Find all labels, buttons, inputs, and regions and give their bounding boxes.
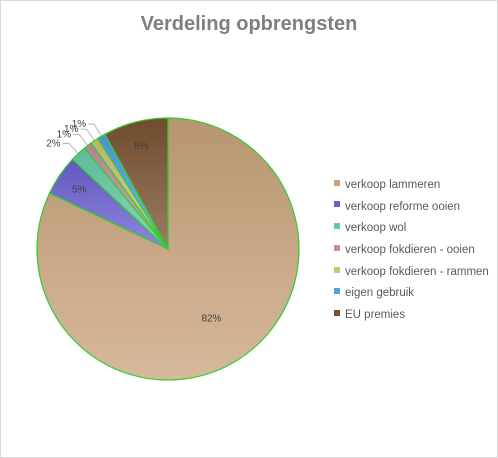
slice-data-label: 1% [64, 124, 79, 135]
slice-data-label: 82% [201, 314, 221, 325]
legend-label: verkoop lammeren [345, 179, 441, 191]
legend-label: verkoop fokdieren - rammen [345, 265, 489, 278]
legend-item-eigen-gebruik: eigen gebruik [334, 281, 489, 303]
legend-item-verkoop-fokdieren-ooien: verkoop fokdieren - ooien [334, 238, 489, 260]
legend-item-verkoop-wol: verkoop wol [334, 216, 489, 238]
leader-line [73, 133, 89, 146]
chart-title: Verdeling opbrengsten [140, 13, 358, 35]
legend-swatch [334, 288, 340, 295]
legend-item-eu-premies: EU premies [334, 303, 489, 325]
slice-data-label: 8% [134, 141, 149, 152]
legend-swatch [334, 223, 340, 230]
pie-slice-eu-premies [104, 117, 169, 250]
legend-label: verkoop reforme ooien [345, 200, 461, 213]
legend-label: verkoop fokdieren - ooien [345, 244, 475, 257]
leader-line [62, 142, 79, 154]
legend-item-verkoop-fokdieren-rammen: verkoop fokdieren - rammen [334, 260, 489, 282]
slice-data-label: 1% [57, 129, 72, 140]
slice-data-label: 2% [46, 138, 61, 149]
legend-swatch [334, 201, 340, 208]
legend-swatch [334, 309, 340, 316]
legend-label: verkoop wol [345, 222, 407, 235]
slice-data-label: 5% [72, 185, 87, 196]
leader-line [88, 123, 102, 137]
legend-swatch [334, 244, 340, 251]
legend-item-verkoop-reforme-ooien: verkoop reforme ooien [334, 195, 489, 217]
pie-slice-verkoop-lammeren [36, 117, 300, 381]
legend-label: EU premies [345, 309, 406, 322]
legend-label: eigen gebruik [345, 287, 415, 300]
legend-item-verkoop-lammeren: verkoop lammeren [334, 173, 489, 195]
slice-data-label: 1% [72, 119, 87, 130]
leader-line [80, 128, 95, 141]
legend-swatch [334, 179, 340, 186]
legend: verkoop lammeren verkoop reforme ooien v… [334, 173, 489, 325]
legend-swatch [334, 266, 340, 273]
